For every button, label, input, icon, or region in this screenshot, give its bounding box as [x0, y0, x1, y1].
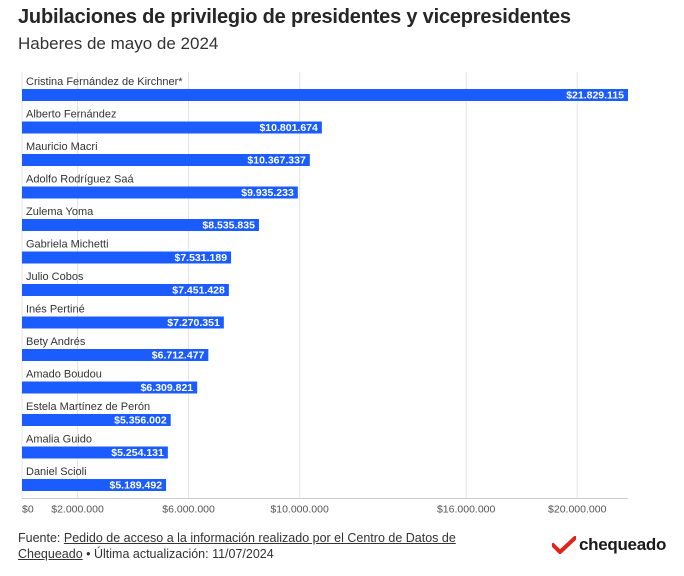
source-footer: Fuente: Pedido de acceso a la informació…	[18, 530, 518, 562]
logo-text: chequeado	[579, 535, 667, 554]
category-label: Bety Andrés	[26, 336, 86, 348]
value-label: $21.829.115	[566, 90, 624, 102]
value-label: $9.935.233	[241, 187, 294, 199]
category-label: Zulema Yoma	[26, 206, 94, 218]
x-tick-label: $0	[22, 504, 34, 516]
value-label: $5.254.131	[111, 447, 164, 459]
x-tick-label: $6.000.000	[162, 504, 215, 516]
category-label: Estela Martínez de Perón	[26, 401, 150, 413]
bar	[22, 154, 310, 166]
category-label: Alberto Fernández	[26, 109, 117, 121]
value-label: $6.712.477	[152, 350, 205, 362]
source-prefix: Fuente:	[18, 531, 64, 545]
category-label: Adolfo Rodríguez Saá	[26, 174, 135, 186]
category-label: Julio Cobos	[26, 271, 84, 283]
chart-title: Jubilaciones de privilegio de presidente…	[18, 6, 571, 28]
bar	[22, 251, 232, 264]
category-label: Amado Boudou	[26, 369, 102, 381]
bar	[22, 219, 259, 231]
last-updated: • Última actualización: 11/07/2024	[82, 547, 274, 561]
source-link[interactable]: Pedido de acceso a la información realiz…	[18, 531, 456, 561]
bar	[22, 186, 298, 199]
value-label: $8.535.835	[202, 220, 255, 232]
value-label: $10.367.337	[247, 155, 306, 167]
category-label: Inés Pertiné	[26, 304, 85, 316]
bar	[22, 89, 628, 101]
check-mark-icon	[552, 536, 576, 554]
value-label: $5.356.002	[114, 415, 167, 427]
bar	[22, 479, 167, 491]
value-label: $7.451.428	[172, 285, 225, 297]
bar	[22, 349, 209, 361]
category-label: Gabriela Michetti	[26, 239, 109, 251]
category-label: Cristina Fernández de Kirchner*	[26, 76, 183, 88]
x-tick-label: $10.000.000	[270, 504, 329, 516]
category-label: Amalia Guido	[26, 434, 92, 446]
bar	[22, 121, 322, 134]
chequeado-logo: chequeado	[552, 535, 666, 555]
bar	[22, 446, 168, 459]
x-tick-label: $20.000.000	[548, 504, 607, 516]
bar	[22, 381, 198, 394]
value-label: $5.189.492	[110, 480, 163, 492]
bar	[22, 414, 171, 426]
category-label: Mauricio Macri	[26, 141, 98, 153]
bar	[22, 284, 229, 296]
value-label: $7.270.351	[167, 317, 220, 329]
category-label: Daniel Scioli	[26, 466, 87, 478]
chart-subtitle: Haberes de mayo de 2024	[18, 34, 219, 53]
value-label: $6.309.821	[141, 382, 194, 394]
x-tick-label: $16.000.000	[437, 504, 496, 516]
value-label: $10.801.674	[259, 122, 318, 134]
bar-chart: Cristina Fernández de Kirchner* $21.829.1…	[21, 72, 628, 516]
bar	[22, 316, 224, 329]
x-tick-label: $2.000.000	[51, 504, 104, 516]
value-label: $7.531.189	[175, 252, 228, 264]
